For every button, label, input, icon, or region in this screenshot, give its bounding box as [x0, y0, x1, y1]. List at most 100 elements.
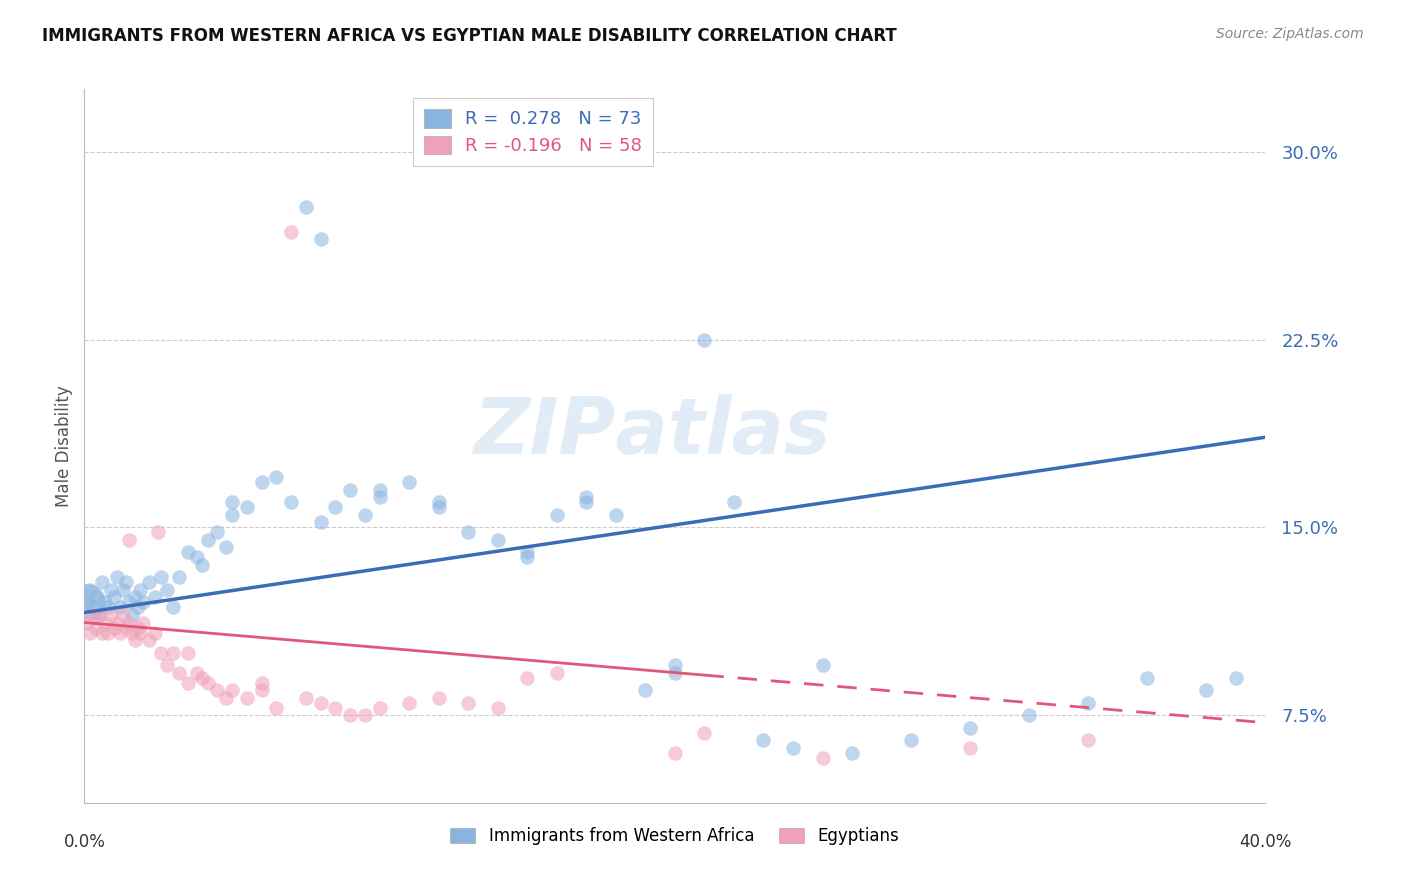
Point — [143, 625, 166, 640]
Point — [398, 696, 420, 710]
Point — [114, 621, 136, 635]
Point — [132, 595, 155, 609]
Point — [723, 495, 745, 509]
Point — [162, 600, 184, 615]
Point — [325, 700, 347, 714]
Point — [664, 665, 686, 680]
Text: 40.0%: 40.0% — [1239, 833, 1292, 851]
Point — [664, 658, 686, 673]
Point — [79, 582, 101, 597]
Point — [295, 200, 318, 214]
Point — [114, 575, 136, 590]
Point — [250, 683, 273, 698]
Point — [309, 516, 332, 530]
Point — [605, 508, 627, 522]
Point — [1077, 733, 1099, 747]
Point — [250, 675, 273, 690]
Point — [118, 595, 141, 609]
Point — [103, 621, 125, 635]
Point — [118, 533, 141, 547]
Point — [132, 615, 155, 630]
Point — [634, 683, 657, 698]
Point — [266, 470, 288, 484]
Point — [325, 500, 347, 515]
Point — [148, 525, 170, 540]
Point — [108, 600, 131, 615]
Point — [339, 483, 361, 497]
Point — [138, 633, 160, 648]
Point — [1225, 671, 1247, 685]
Point — [177, 545, 200, 559]
Point — [309, 696, 332, 710]
Point — [752, 733, 775, 747]
Point — [129, 625, 152, 640]
Point — [575, 491, 598, 505]
Point — [162, 646, 184, 660]
Text: 0.0%: 0.0% — [63, 833, 105, 851]
Point — [266, 700, 288, 714]
Point — [118, 615, 141, 630]
Point — [76, 615, 98, 630]
Y-axis label: Male Disability: Male Disability — [55, 385, 73, 507]
Point — [103, 591, 125, 605]
Text: IMMIGRANTS FROM WESTERN AFRICA VS EGYPTIAN MALE DISABILITY CORRELATION CHART: IMMIGRANTS FROM WESTERN AFRICA VS EGYPTI… — [42, 27, 897, 45]
Point — [811, 658, 834, 673]
Legend: Immigrants from Western Africa, Egyptians: Immigrants from Western Africa, Egyptian… — [444, 821, 905, 852]
Point — [177, 646, 200, 660]
Point — [339, 708, 361, 723]
Point — [221, 508, 243, 522]
Point — [457, 696, 479, 710]
Point — [486, 533, 509, 547]
Point — [100, 582, 122, 597]
Point — [427, 500, 450, 515]
Point — [215, 541, 238, 555]
Text: ZIP​atlas: ZIP​atlas — [472, 393, 830, 470]
Point — [664, 746, 686, 760]
Point — [94, 595, 117, 609]
Point — [1077, 696, 1099, 710]
Point — [782, 740, 804, 755]
Point — [79, 625, 101, 640]
Point — [97, 600, 120, 615]
Point — [138, 575, 160, 590]
Point — [215, 690, 238, 705]
Point — [100, 607, 122, 622]
Point — [959, 721, 981, 735]
Point — [280, 225, 302, 239]
Point — [121, 607, 143, 622]
Point — [177, 675, 200, 690]
Point — [427, 495, 450, 509]
Point — [1195, 683, 1218, 698]
Point — [143, 591, 166, 605]
Point — [197, 533, 219, 547]
Point — [221, 495, 243, 509]
Point — [108, 625, 131, 640]
Point — [91, 625, 114, 640]
Point — [309, 232, 332, 246]
Point — [516, 671, 538, 685]
Point — [84, 591, 107, 605]
Point — [841, 746, 863, 760]
Point — [167, 570, 190, 584]
Point — [127, 600, 149, 615]
Point — [368, 483, 391, 497]
Point — [111, 607, 134, 622]
Point — [486, 700, 509, 714]
Point — [91, 575, 114, 590]
Point — [186, 550, 208, 565]
Point — [191, 671, 214, 685]
Point — [516, 550, 538, 565]
Point — [693, 725, 716, 739]
Point — [111, 582, 134, 597]
Point — [398, 475, 420, 490]
Point — [354, 708, 377, 723]
Point — [546, 508, 568, 522]
Point — [221, 683, 243, 698]
Point — [124, 633, 146, 648]
Point — [280, 495, 302, 509]
Point — [84, 621, 107, 635]
Point — [236, 500, 259, 515]
Point — [427, 690, 450, 705]
Point — [295, 690, 318, 705]
Point — [94, 615, 117, 630]
